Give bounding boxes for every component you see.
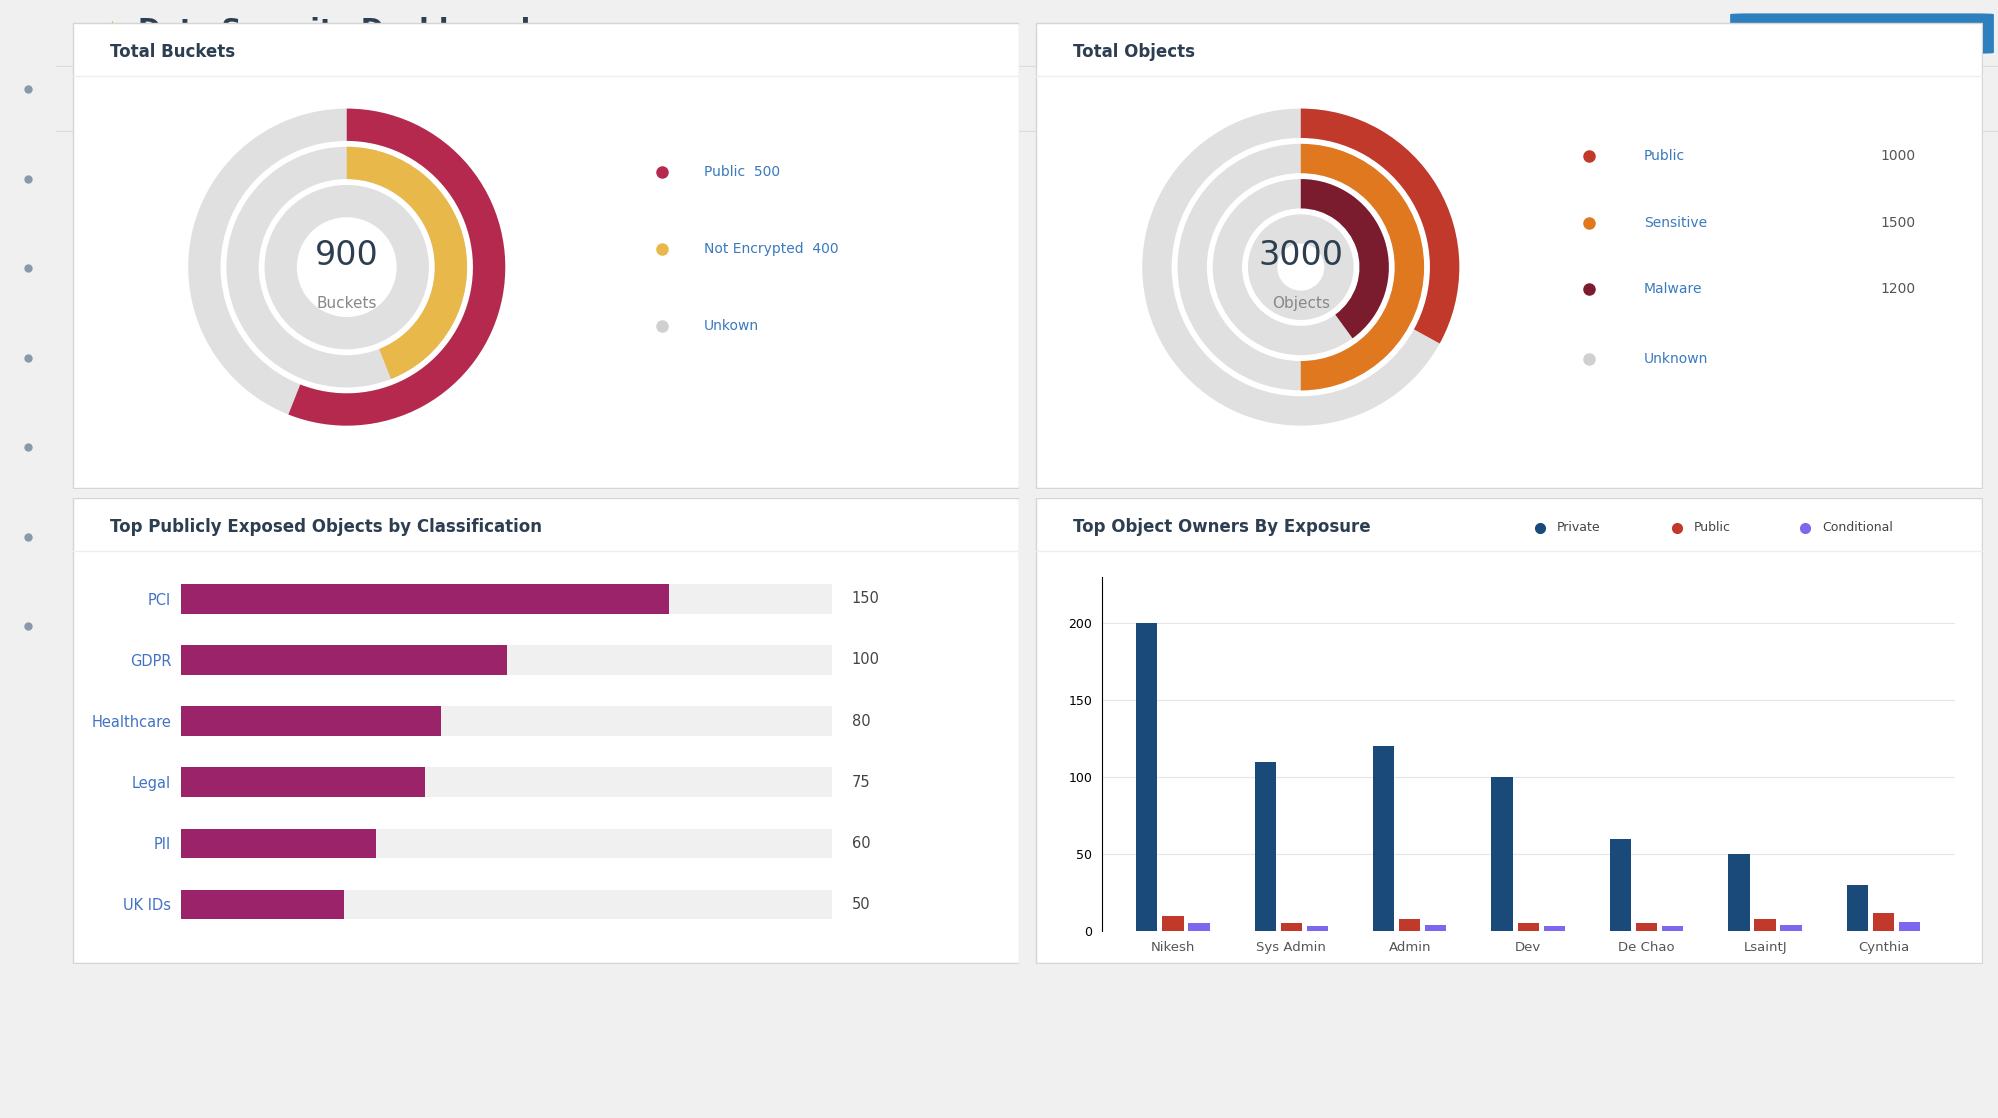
Bar bbox=[1634, 923, 1656, 931]
Text: 60: 60 bbox=[851, 836, 869, 851]
Bar bbox=[1399, 919, 1421, 931]
Bar bbox=[182, 645, 831, 674]
Bar bbox=[1542, 927, 1564, 931]
FancyBboxPatch shape bbox=[322, 85, 585, 125]
Bar bbox=[1872, 912, 1894, 931]
Text: Objects: Objects bbox=[1271, 296, 1329, 311]
Text: Private: Private bbox=[1556, 521, 1600, 534]
Bar bbox=[182, 767, 831, 797]
FancyBboxPatch shape bbox=[1730, 15, 1992, 53]
Bar bbox=[1728, 854, 1748, 931]
Bar bbox=[1255, 761, 1275, 931]
Text: 1200: 1200 bbox=[1880, 283, 1914, 296]
Wedge shape bbox=[264, 184, 430, 349]
Wedge shape bbox=[1213, 179, 1389, 356]
Bar bbox=[1491, 777, 1512, 931]
Bar bbox=[182, 585, 831, 614]
Text: Total Objects: Total Objects bbox=[1073, 44, 1195, 61]
FancyBboxPatch shape bbox=[72, 498, 1019, 964]
Text: Cloud Accounts: Cloud Accounts bbox=[619, 67, 709, 80]
Text: Conditional: Conditional bbox=[1820, 521, 1892, 534]
Bar bbox=[1846, 884, 1868, 931]
Text: Top Object Owners By Exposure: Top Object Owners By Exposure bbox=[1073, 519, 1371, 537]
Bar bbox=[182, 890, 344, 919]
Wedge shape bbox=[1301, 179, 1389, 339]
Bar bbox=[1516, 923, 1538, 931]
Text: 80: 80 bbox=[851, 713, 869, 729]
Text: 900: 900 bbox=[316, 239, 378, 272]
Bar bbox=[182, 585, 669, 614]
Text: Past 3 Months  ∨: Past 3 Months ∨ bbox=[128, 97, 228, 111]
Bar bbox=[182, 828, 831, 858]
Text: Unknown: Unknown bbox=[1642, 352, 1708, 367]
Text: Customize Layout: Customize Layout bbox=[1800, 27, 1924, 40]
Text: This page gives you visibility into all of your storage assets.: This page gives you visibility into all … bbox=[138, 53, 535, 65]
Bar bbox=[1754, 919, 1774, 931]
Text: 1500: 1500 bbox=[1880, 216, 1914, 230]
Text: 3000: 3000 bbox=[1257, 239, 1343, 272]
Bar bbox=[1660, 927, 1682, 931]
Bar bbox=[182, 707, 831, 736]
Text: Top Publicly Exposed Objects by Classification: Top Publicly Exposed Objects by Classifi… bbox=[110, 519, 541, 537]
FancyBboxPatch shape bbox=[833, 86, 907, 123]
Text: Public: Public bbox=[1642, 149, 1684, 163]
Bar bbox=[182, 890, 831, 919]
Text: Total Buckets: Total Buckets bbox=[110, 44, 236, 61]
Text: 100: 100 bbox=[851, 653, 879, 667]
Bar bbox=[1281, 923, 1301, 931]
Bar bbox=[182, 707, 442, 736]
Text: Public: Public bbox=[1692, 521, 1730, 534]
Wedge shape bbox=[288, 108, 505, 426]
Bar bbox=[1135, 623, 1157, 931]
Text: Data Security Dashboard: Data Security Dashboard bbox=[138, 17, 529, 45]
Wedge shape bbox=[188, 108, 505, 426]
Bar bbox=[1425, 925, 1447, 931]
Text: 1000: 1000 bbox=[1880, 149, 1914, 163]
Wedge shape bbox=[1141, 108, 1459, 426]
Bar bbox=[1898, 922, 1920, 931]
Text: 50: 50 bbox=[851, 897, 869, 912]
Bar bbox=[1187, 923, 1209, 931]
Text: Unkown: Unkown bbox=[703, 319, 759, 333]
Bar bbox=[182, 767, 426, 797]
Wedge shape bbox=[1301, 144, 1423, 390]
Bar bbox=[1373, 746, 1395, 931]
Text: Public  500: Public 500 bbox=[703, 165, 779, 179]
Bar bbox=[182, 645, 505, 674]
Bar bbox=[1608, 838, 1630, 931]
Wedge shape bbox=[1301, 108, 1459, 343]
FancyBboxPatch shape bbox=[80, 85, 296, 125]
Wedge shape bbox=[226, 146, 468, 388]
FancyBboxPatch shape bbox=[1035, 22, 1982, 489]
FancyBboxPatch shape bbox=[72, 22, 1019, 489]
Bar bbox=[1161, 916, 1183, 931]
FancyBboxPatch shape bbox=[1035, 498, 1982, 964]
Text: 75: 75 bbox=[851, 775, 869, 789]
Bar bbox=[1780, 925, 1800, 931]
Text: Buckets: Buckets bbox=[316, 296, 378, 311]
Text: ↻: ↻ bbox=[861, 94, 877, 113]
Text: Prod Azure Account  ∨: Prod Azure Account ∨ bbox=[378, 97, 507, 111]
FancyBboxPatch shape bbox=[603, 85, 819, 125]
Text: 150: 150 bbox=[851, 591, 879, 606]
Text: All Accounts  ∨: All Accounts ∨ bbox=[657, 97, 745, 111]
Wedge shape bbox=[346, 146, 468, 379]
Text: Not Encrypted  400: Not Encrypted 400 bbox=[703, 241, 837, 256]
Text: Account Group(s): Account Group(s) bbox=[338, 67, 440, 80]
Text: Sensitive: Sensitive bbox=[1642, 216, 1706, 230]
Wedge shape bbox=[1177, 144, 1423, 390]
Text: ★: ★ bbox=[104, 19, 120, 37]
Wedge shape bbox=[1247, 215, 1353, 320]
Text: Malware: Malware bbox=[1642, 283, 1702, 296]
Bar bbox=[1307, 927, 1327, 931]
Text: Time Range: Time Range bbox=[94, 67, 166, 80]
Bar bbox=[182, 828, 376, 858]
